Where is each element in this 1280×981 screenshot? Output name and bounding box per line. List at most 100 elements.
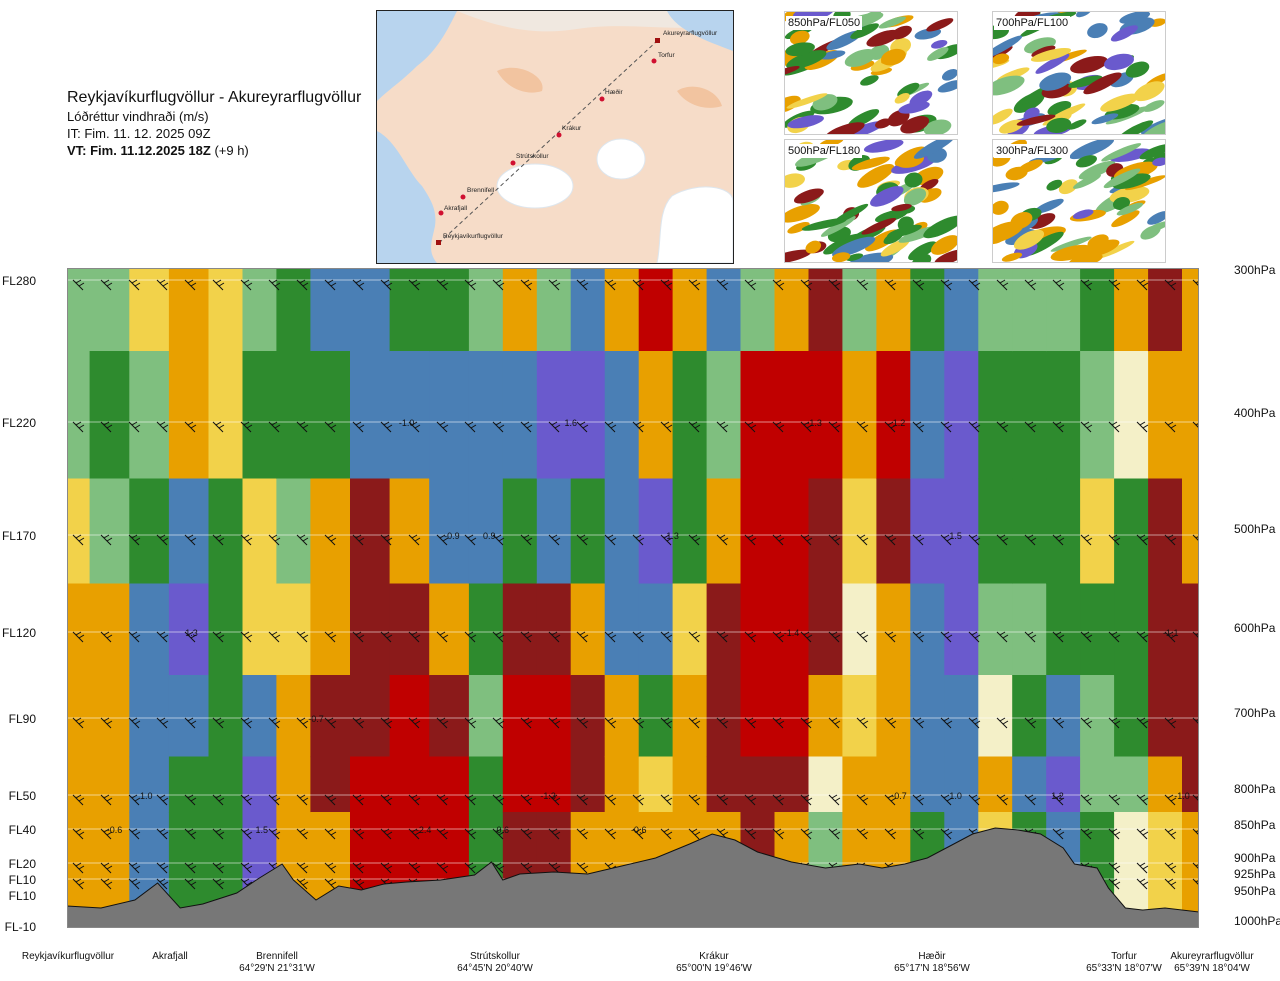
location-name: Akureyrarflugvöllur [1170, 951, 1254, 962]
heatmap-cell [638, 756, 674, 813]
wind-barb [268, 279, 281, 291]
thumbnail-blob [1091, 113, 1119, 125]
wind-barb [716, 534, 729, 546]
wind-barb [940, 279, 953, 291]
thumbnail-blob [1083, 72, 1122, 95]
thumbnail-700hpa-graphic [993, 12, 1165, 134]
thumbnail-blob [927, 47, 949, 61]
heatmap-cell [468, 583, 504, 676]
wind-barb [408, 717, 421, 729]
cross-section-chart: -1.0 1.6 -1.3 1.2 -0.9 0.9 1.3 1.5 1.3 -1.4 -1.1 -0… [67, 268, 1199, 928]
heatmap-cell [1080, 756, 1115, 813]
heatmap-cell [89, 268, 130, 352]
wind-barb [72, 534, 85, 546]
fl-label: FL10 [8, 873, 36, 887]
wind-barb [828, 279, 841, 291]
wind-barb [520, 631, 533, 643]
thumbnail-blob [891, 203, 912, 212]
wind-barb [912, 421, 925, 433]
fl-label: FL170 [1, 529, 36, 543]
heatmap-cell [1148, 583, 1183, 676]
heatmap-cell [1148, 478, 1183, 585]
wind-barb [268, 421, 281, 433]
value-label: -1.3 [540, 791, 556, 801]
thumbnail-blob [1083, 239, 1120, 257]
wind-barb [1080, 421, 1093, 433]
route-title: Reykjavíkurflugvöllur - Akureyrarflugvöl… [67, 89, 362, 106]
wind-barb [1024, 421, 1037, 433]
wind-barb [184, 717, 197, 729]
wind-barb [856, 534, 869, 546]
fl-label: FL280 [1, 274, 36, 288]
heatmap-cell [276, 675, 311, 758]
heatmap-cell [842, 756, 877, 813]
heatmap-cell [276, 268, 311, 352]
wind-barb [828, 717, 841, 729]
heatmap-cell [1114, 756, 1149, 813]
wind-barb [660, 717, 673, 729]
wind-barb [660, 421, 673, 433]
heatmap-cell [774, 478, 810, 585]
wind-barb [184, 631, 197, 643]
heatmap-cell [310, 268, 351, 352]
wind-barb [548, 279, 561, 291]
thumbnail-blob [787, 222, 810, 234]
wind-barb [996, 279, 1009, 291]
thumbnail-500hpa[interactable]: 500hPa/FL180 [784, 139, 958, 263]
wind-barb [576, 828, 589, 840]
wind-barb [828, 631, 841, 643]
wind-barb [184, 279, 197, 291]
thumbnail-blob [805, 240, 822, 254]
wind-barb [632, 421, 645, 433]
chart-frame [67, 268, 1199, 928]
wind-barb [128, 631, 141, 643]
thumbnail-blob [832, 252, 851, 262]
wind-barb [296, 279, 309, 291]
wind-barb [408, 279, 421, 291]
wind-barb [828, 794, 841, 806]
thumbnail-700hpa[interactable]: 700hPa/FL100 [992, 11, 1166, 135]
wind-barb [464, 421, 477, 433]
heatmap-cell [808, 583, 844, 676]
thumbnail-blob [1096, 240, 1135, 259]
thumbnail-blob [860, 75, 879, 86]
heatmap-cell [740, 478, 776, 585]
wind-barb [856, 421, 869, 433]
wind-barb [380, 717, 393, 729]
thumbnail-blob [786, 50, 827, 70]
map-label-strutskollur: Strútskollur [516, 153, 549, 160]
wind-barb [520, 828, 533, 840]
wind-barb [128, 717, 141, 729]
heatmap-cell [276, 583, 311, 676]
hpa-label: 400hPa [1234, 406, 1276, 420]
thumbnail-blob [785, 173, 805, 188]
thumbnail-850hpa[interactable]: 850hPa/FL050 [784, 11, 958, 135]
heatmap-cell [468, 675, 504, 758]
heatmap-cell [242, 351, 278, 480]
wind-barb [128, 279, 141, 291]
thumbnail-blob [1069, 140, 1114, 160]
wind-barb [772, 631, 785, 643]
wind-barb [1164, 279, 1177, 291]
wind-barb [968, 794, 981, 806]
wind-barb [268, 534, 281, 546]
heatmap-cell [706, 478, 742, 585]
heatmap-cell [842, 583, 877, 676]
thumbnail-blob [1072, 209, 1094, 219]
thumbnail-300hpa[interactable]: 300hPa/FL300 [992, 139, 1166, 263]
heatmap-cell [1012, 268, 1047, 352]
location-label: Krákur 65°00'N 19°46'W [676, 951, 752, 975]
wind-barb [1164, 631, 1177, 643]
heatmap-cell [672, 756, 708, 813]
wind-barb [212, 421, 225, 433]
wind-barb [1136, 534, 1149, 546]
wind-barb [1108, 534, 1121, 546]
map-label-haedir: Hæðir [605, 88, 624, 96]
wind-barb [800, 279, 813, 291]
heatmap-cell [208, 583, 244, 676]
thumbnail-blob [1087, 234, 1109, 250]
value-label: -1.0 [1174, 791, 1190, 801]
heatmap-cell [978, 675, 1013, 758]
thumbnail-blob [1013, 229, 1045, 250]
wind-barb [380, 828, 393, 840]
